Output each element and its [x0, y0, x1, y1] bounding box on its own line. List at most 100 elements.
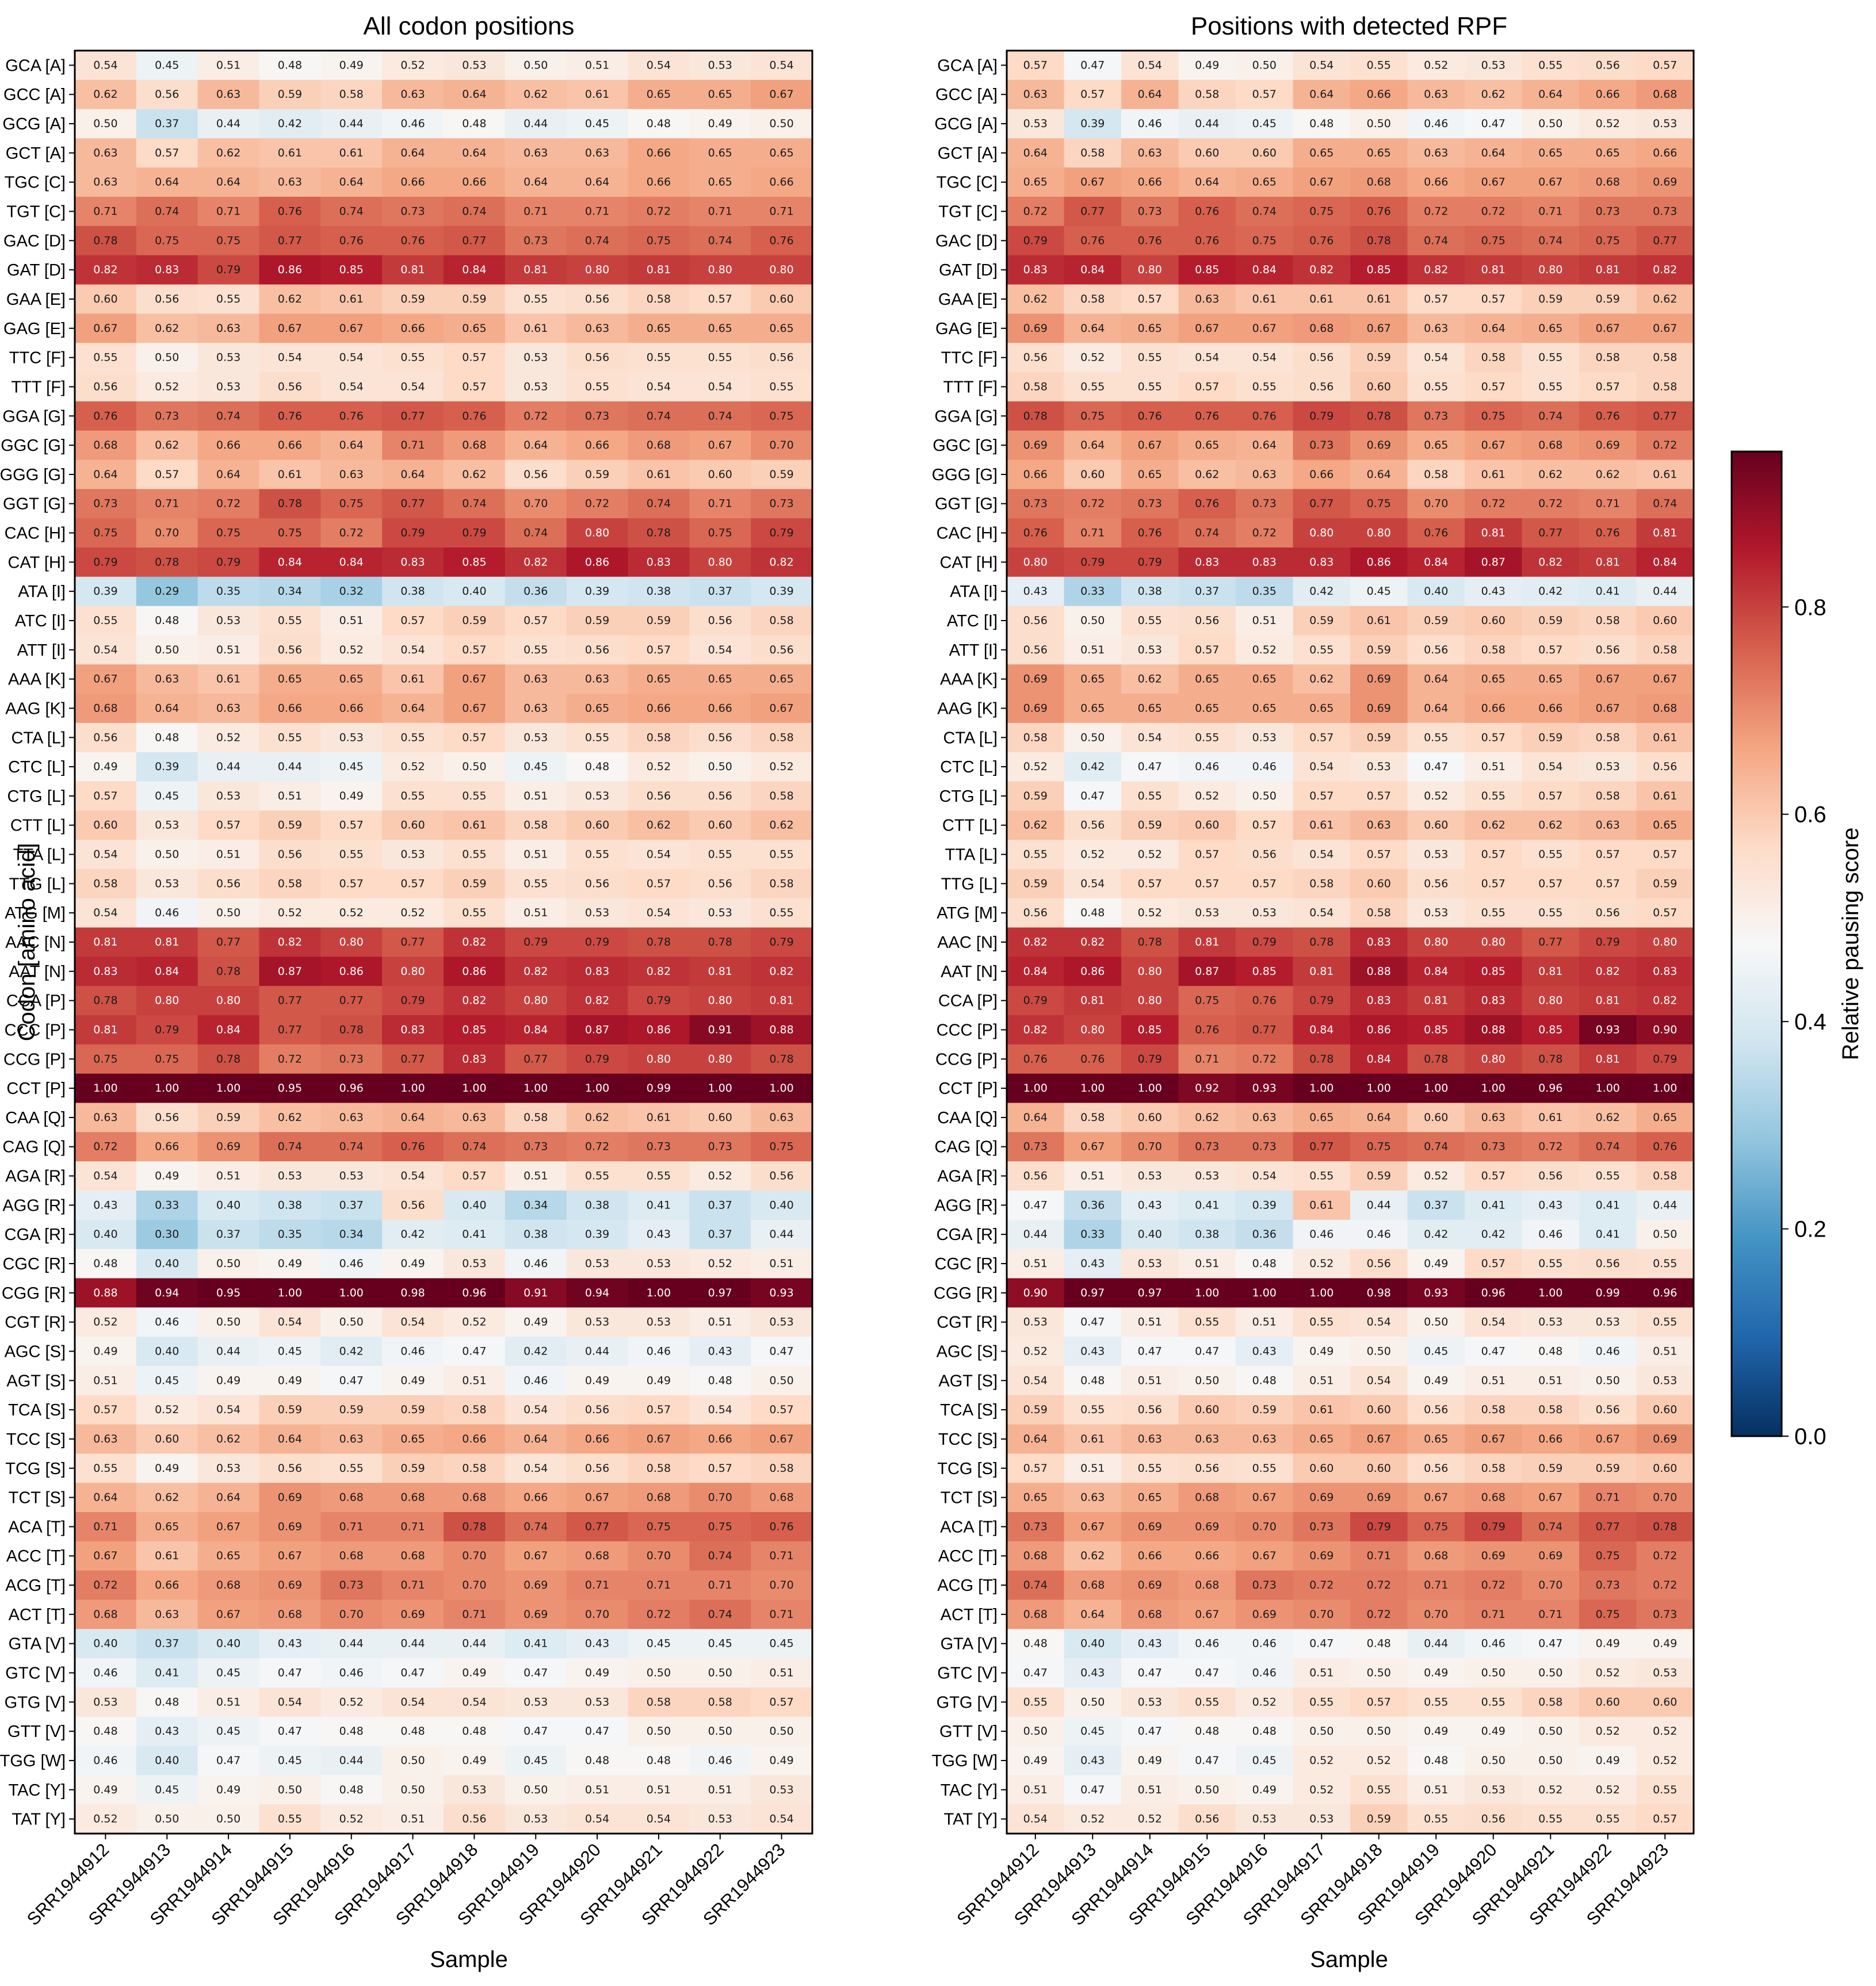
cell-value-label: 0.78 — [1653, 1520, 1677, 1533]
cell-value-label: 0.56 — [1424, 1462, 1448, 1475]
cell-value-label: 0.43 — [708, 1345, 732, 1357]
cell-value-label: 0.56 — [769, 1170, 793, 1183]
cell-value-label: 0.62 — [216, 147, 240, 159]
heatmap-cell — [689, 313, 751, 343]
cell-value-label: 0.66 — [524, 1491, 548, 1504]
heatmap-cell — [136, 343, 198, 373]
cell-value-label: 0.69 — [278, 1579, 302, 1591]
heatmap-cell — [689, 197, 751, 227]
cell-value-label: 0.74 — [1424, 234, 1448, 247]
cell-value-label: 0.72 — [1481, 1579, 1506, 1591]
cell-value-label: 0.56 — [1653, 760, 1677, 773]
cell-value-label: 0.53 — [216, 351, 240, 364]
row-label: GTA [V] — [941, 1635, 998, 1654]
cell-value-label: 0.86 — [1367, 1023, 1391, 1036]
cell-value-label: 0.59 — [1138, 819, 1162, 832]
cell-value-label: 1.00 — [1195, 1287, 1219, 1299]
cell-value-label: 0.59 — [1653, 877, 1677, 890]
cell-value-label: 0.55 — [462, 906, 486, 919]
cell-value-label: 0.57 — [647, 644, 671, 656]
cell-value-label: 0.79 — [1023, 234, 1048, 247]
heatmap-cell — [197, 138, 260, 168]
cell-value-label: 0.55 — [585, 731, 609, 744]
cell-value-label: 0.49 — [93, 760, 117, 773]
cell-value-label: 0.56 — [1023, 644, 1048, 656]
cell-value-label: 0.61 — [585, 88, 609, 101]
cell-value-label: 0.52 — [1596, 1666, 1620, 1679]
cell-value-label: 0.55 — [1138, 351, 1162, 364]
heatmap-cell — [751, 430, 813, 461]
heatmap-cell — [689, 401, 751, 431]
cell-value-label: 0.75 — [93, 527, 117, 539]
cell-value-label: 0.78 — [708, 936, 732, 948]
cell-value-label: 0.80 — [155, 994, 179, 1007]
heatmap-cell — [444, 79, 506, 110]
row-label: TAC [Y] — [941, 1781, 998, 1800]
cell-value-label: 0.55 — [524, 877, 548, 890]
cell-value-label: 0.56 — [1138, 1403, 1162, 1416]
cell-value-label: 0.53 — [585, 1696, 609, 1708]
cell-value-label: 0.66 — [647, 147, 671, 159]
cell-value-label: 0.50 — [524, 59, 548, 71]
cell-value-label: 0.58 — [1653, 644, 1677, 656]
cell-value-label: 0.57 — [647, 1403, 671, 1416]
cell-value-label: 0.65 — [647, 88, 671, 101]
cell-value-label: 0.54 — [93, 906, 117, 919]
cell-value-label: 0.68 — [1080, 1579, 1105, 1591]
cell-value-label: 0.54 — [708, 644, 732, 656]
heatmap-cell — [444, 284, 506, 314]
cell-value-label: 0.60 — [708, 1111, 732, 1124]
cell-value-label: 0.55 — [585, 1170, 609, 1183]
cell-value-label: 0.77 — [1309, 498, 1334, 510]
cell-value-label: 0.43 — [1481, 585, 1506, 598]
heatmap-cell — [505, 576, 567, 607]
cell-value-label: 0.69 — [400, 1608, 425, 1621]
heatmap-cell — [320, 372, 383, 402]
row-label: TAC [Y] — [9, 1781, 66, 1800]
cell-value-label: 0.51 — [1309, 1666, 1334, 1679]
row-label: ATA [I] — [950, 583, 998, 601]
cell-value-label: 0.46 — [1596, 1345, 1620, 1357]
row-label: CCT [P] — [6, 1080, 66, 1098]
cell-value-label: 0.39 — [1080, 117, 1105, 130]
cell-value-label: 0.55 — [339, 848, 364, 861]
cell-value-label: 0.82 — [524, 556, 548, 568]
cell-value-label: 0.69 — [1023, 439, 1048, 451]
cell-value-label: 0.85 — [1367, 263, 1391, 276]
heatmap-cell — [628, 343, 690, 373]
heatmap-cell — [75, 460, 137, 489]
cell-value-label: 0.64 — [1424, 673, 1448, 686]
cell-value-label: 0.58 — [278, 877, 302, 890]
heatmap-cell — [75, 109, 137, 139]
cell-value-label: 0.85 — [462, 1023, 486, 1036]
cell-value-label: 0.59 — [1367, 1813, 1391, 1826]
cell-value-label: 0.43 — [1138, 1637, 1162, 1650]
cell-value-label: 0.44 — [1424, 1637, 1448, 1650]
heatmap-cell — [382, 225, 444, 256]
cell-value-label: 0.68 — [400, 1549, 425, 1562]
cell-value-label: 0.83 — [400, 1023, 425, 1036]
row-label: AGC [S] — [937, 1342, 998, 1361]
cell-value-label: 1.00 — [1023, 1082, 1048, 1095]
cell-value-label: 0.69 — [524, 1579, 548, 1591]
cell-value-label: 0.73 — [1252, 1579, 1277, 1591]
cell-value-label: 0.59 — [585, 468, 609, 481]
cell-value-label: 0.62 — [1596, 468, 1620, 481]
cell-value-label: 0.57 — [1653, 1813, 1677, 1826]
cell-value-label: 0.66 — [585, 1433, 609, 1445]
cell-value-label: 0.54 — [400, 1170, 425, 1183]
heatmap-cell — [197, 109, 260, 139]
cell-value-label: 0.52 — [1138, 906, 1162, 919]
cell-value-label: 0.74 — [462, 498, 486, 510]
cell-value-label: 0.47 — [462, 1345, 486, 1357]
cell-value-label: 0.79 — [155, 1023, 179, 1036]
heatmap-cell — [136, 197, 198, 227]
cell-value-label: 0.85 — [1138, 1023, 1162, 1036]
cell-value-label: 0.64 — [400, 468, 425, 481]
cell-value-label: 0.62 — [769, 819, 793, 832]
cell-value-label: 0.63 — [1424, 322, 1448, 335]
cell-value-label: 0.55 — [1424, 1813, 1448, 1826]
cell-value-label: 0.58 — [1481, 351, 1506, 364]
cell-value-label: 0.80 — [1023, 556, 1048, 568]
cell-value-label: 0.64 — [93, 468, 117, 481]
